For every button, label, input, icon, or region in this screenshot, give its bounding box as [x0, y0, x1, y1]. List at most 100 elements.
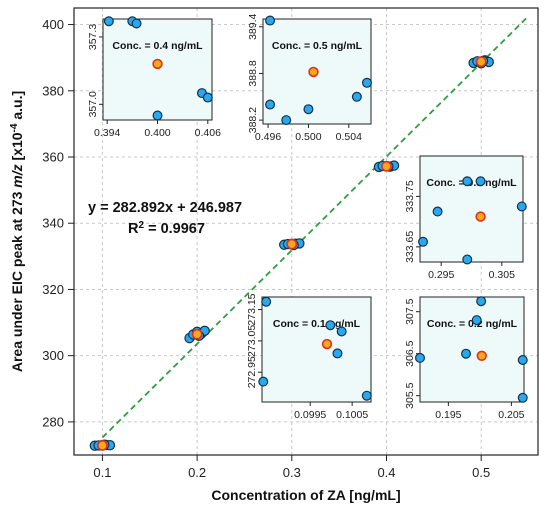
y-axis-label-part: Area under EIC peak at 273 — [9, 188, 25, 372]
inset-y-tick-label: 389.4 — [247, 13, 259, 39]
inset-y-tick-label: 333.65 — [404, 231, 416, 263]
mean-point — [475, 56, 487, 68]
r-squared: R2 = 0.9967 — [128, 220, 205, 238]
inset-mean-point — [152, 58, 163, 70]
inset-y-tick-label: 272.95 — [246, 356, 258, 388]
fit-equation: y = 282.892x + 246.987 — [88, 200, 242, 216]
inset-mean-point — [321, 338, 333, 350]
inset-x-tick-label: 0.1005 — [336, 409, 368, 421]
inset-x-tick-label: 0.295 — [428, 269, 454, 281]
inset-y-tick-label: 273.15 — [246, 293, 258, 325]
main-plot-frame — [73, 7, 539, 456]
inset-panel: 0.496 0.500 0.504 388.2 388.8 389.4 Conc. = 0.… — [247, 13, 372, 143]
mean-point — [381, 160, 392, 172]
y-tick-label: 340 — [42, 216, 64, 231]
inset-data-point — [516, 201, 527, 212]
inset-data-point — [265, 15, 276, 26]
inset-data-point — [415, 352, 426, 363]
inset-data-point — [131, 18, 142, 29]
x-tick-label: 0.5 — [472, 465, 490, 480]
inset-data-point — [152, 110, 163, 121]
inset-y-tick-label: 305.5 — [404, 382, 416, 408]
y-tick-label: 400 — [42, 17, 64, 32]
mean-point — [97, 439, 108, 451]
inset-mean-point — [475, 211, 486, 222]
y-tick-label: 360 — [42, 150, 64, 165]
y-tick-label: 280 — [42, 414, 64, 429]
x-tick-label: 0.2 — [188, 465, 206, 480]
inset-data-point — [332, 348, 343, 359]
inset-y-tick-label: 307.5 — [404, 298, 416, 324]
r-squared-part: R — [128, 221, 139, 237]
inset-data-point — [471, 315, 482, 326]
y-tick-label: 300 — [42, 348, 64, 363]
mean-point — [286, 238, 298, 250]
inset-data-point — [418, 236, 429, 247]
r-squared-part: 2 — [138, 220, 144, 231]
inset-data-point — [325, 320, 336, 331]
inset-x-tick-label: 0.500 — [295, 131, 321, 143]
inset-frame — [419, 296, 525, 403]
inset-x-tick-label: 0.0995 — [294, 409, 326, 421]
inset-y-tick-label: 333.75 — [404, 180, 416, 212]
inset-frame — [102, 18, 213, 121]
inset-title: Conc. = 0.5 ng/mL — [272, 40, 363, 52]
inset-x-tick-label: 0.195 — [435, 409, 461, 421]
inset-title: Conc. = 0.4 ng/mL — [112, 40, 203, 52]
inset-x-tick-label: 0.205 — [498, 409, 524, 421]
inset-data-point — [202, 92, 213, 103]
inset-y-tick-label: 388.2 — [247, 107, 259, 133]
inset-title: Conc = 0.1 ng/mL — [273, 318, 361, 330]
y-axis-label-part: a.u.] — [9, 91, 25, 124]
inset-x-tick-label: 0.496 — [255, 131, 281, 143]
inset-data-point — [265, 99, 276, 110]
mean-point — [191, 328, 203, 340]
inset-data-point — [336, 326, 347, 337]
inset-data-point — [462, 254, 473, 265]
inset-mean-point — [476, 350, 487, 361]
inset-x-tick-label: 0.406 — [195, 127, 221, 139]
inset-x-tick-label: 0.305 — [489, 269, 515, 281]
x-tick-label: 0.3 — [283, 465, 301, 480]
inset-y-tick-label: 273.05 — [246, 325, 258, 357]
inset-data-point — [517, 355, 528, 366]
inset-data-point — [461, 348, 472, 359]
inset-data-point — [361, 77, 372, 88]
inset-data-point — [361, 390, 372, 401]
x-axis-label: Concentration of ZA [ng/mL] — [211, 487, 400, 503]
y-axis-label-part: -4 — [9, 123, 20, 132]
inset-mean-point — [308, 66, 319, 78]
inset-data-point — [432, 206, 443, 217]
inset-data-point — [475, 176, 486, 187]
inset-data-point — [261, 296, 272, 307]
y-axis-label-part: [x10 — [9, 132, 25, 164]
inset-data-point — [462, 176, 473, 187]
x-tick-label: 0.4 — [377, 465, 395, 480]
x-tick-label: 0.1 — [93, 465, 111, 480]
inset-title: Conc. = 0.2 ng/mL — [427, 318, 518, 330]
inset-y-tick-label: 388.8 — [247, 60, 259, 86]
y-axis-label: Area under EIC peak at 273 m/z [x10-4 a.… — [9, 91, 26, 372]
inset-x-tick-label: 0.400 — [144, 127, 170, 139]
inset-y-tick-label: 357.0 — [87, 91, 99, 117]
y-tick-label: 380 — [42, 83, 64, 98]
inset-x-tick-label: 0.504 — [336, 131, 362, 143]
inset-data-point — [258, 376, 269, 387]
inset-data-point — [517, 392, 528, 403]
inset-panel: 0.195 0.205 305.5 306.5 307.5 Conc. = 0.2 ng/… — [404, 296, 528, 421]
inset-x-tick-label: 0.394 — [94, 127, 120, 139]
inset-y-tick-label: 357.3 — [87, 24, 99, 50]
y-axis-label-part: m/z — [9, 164, 25, 187]
inset-data-point — [281, 115, 292, 126]
inset-y-tick-label: 306.5 — [404, 340, 416, 366]
inset-panel: 0.394 0.400 0.406 357.0 357.3 Conc. = 0.4 ng/… — [87, 16, 221, 139]
r-squared-part: = 0.9967 — [144, 221, 205, 237]
inset-data-point — [303, 104, 314, 115]
inset-data-point — [476, 296, 487, 307]
inset-frame — [261, 296, 372, 403]
inset-data-point — [103, 16, 114, 27]
